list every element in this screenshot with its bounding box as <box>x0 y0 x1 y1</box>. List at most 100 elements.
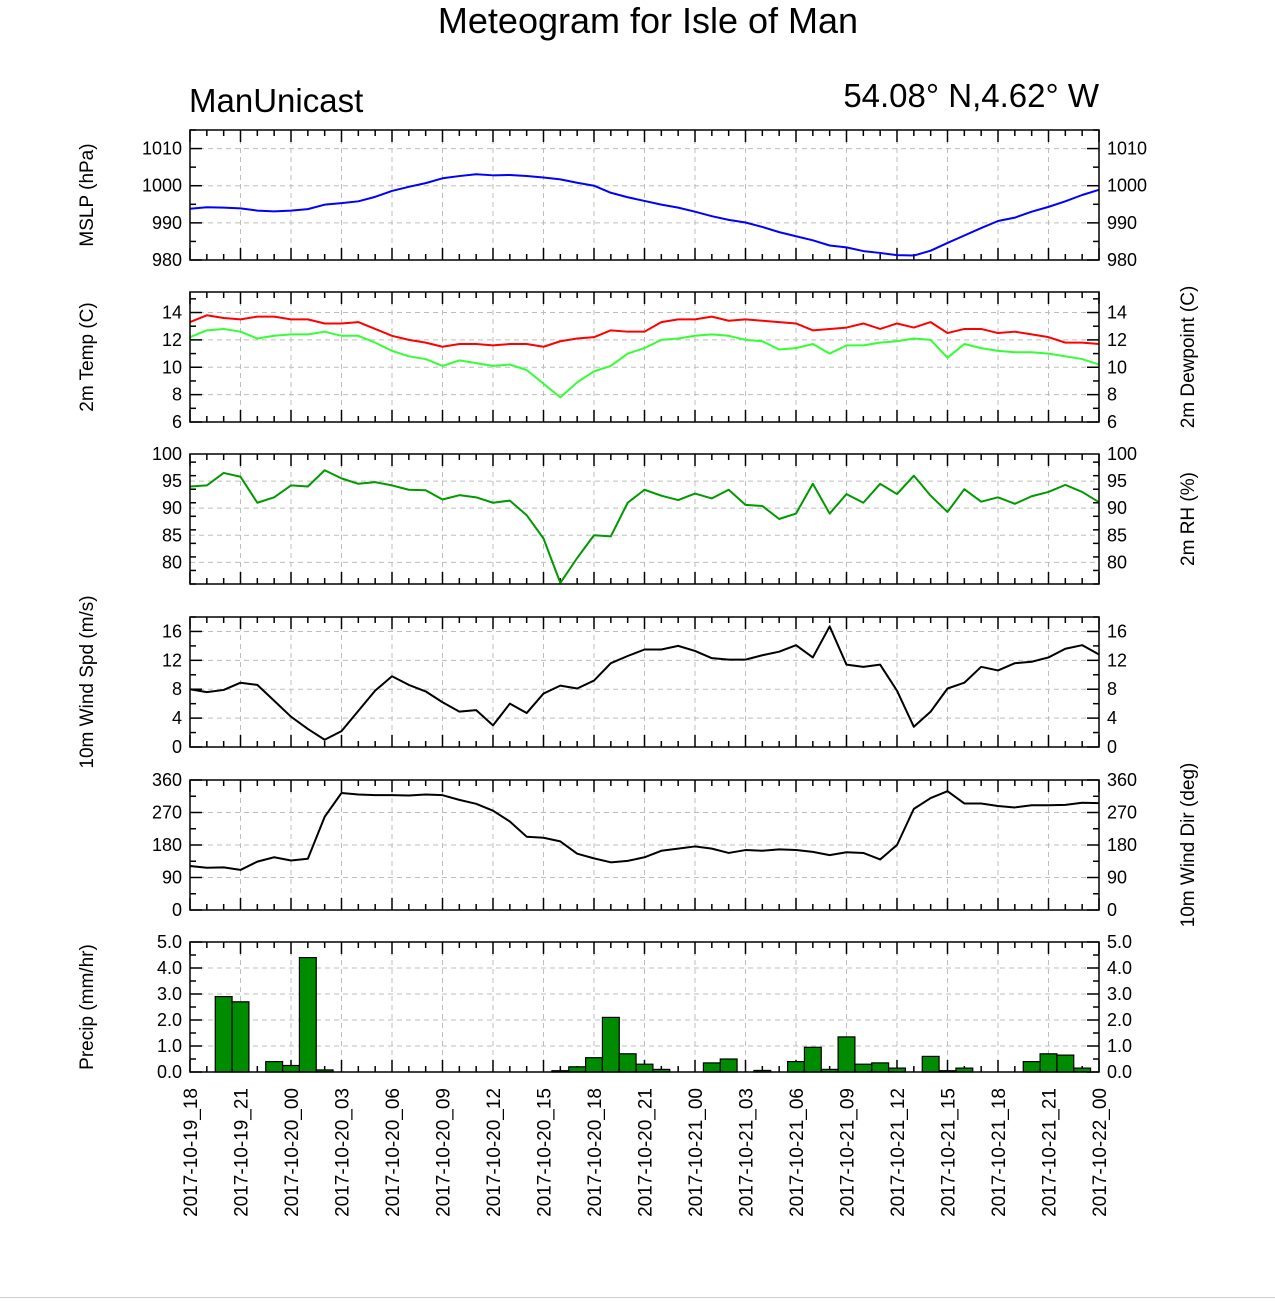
y-tick-label-right: 0 <box>1107 737 1117 757</box>
precip-bar <box>803 1046 822 1073</box>
x-tick-label: 2017-10-21_15 <box>939 1088 960 1217</box>
y-tick-label-right: 270 <box>1107 803 1137 823</box>
y-tick-label-left: 4 <box>172 708 182 728</box>
x-tick-label: 2017-10-20_09 <box>434 1088 455 1217</box>
y-tick-label-left: 6 <box>172 412 182 432</box>
x-tick-label: 2017-10-21_03 <box>737 1088 758 1217</box>
y-tick-label-right: 90 <box>1107 868 1127 888</box>
precip-bar <box>265 1060 284 1073</box>
series-line-rh <box>189 469 1100 584</box>
y-axis-label-right: 10m Wind Dir (deg) <box>1178 763 1199 928</box>
precip-bar <box>702 1062 721 1073</box>
panel-frame <box>189 779 1100 911</box>
page-bottom-rule <box>0 1297 1275 1298</box>
y-tick-label-left: 2.0 <box>157 1010 182 1030</box>
y-tick-label-left: 0.0 <box>157 1062 182 1082</box>
precip-bar <box>584 1057 604 1073</box>
y-axis-label-right: 2m Dewpoint (C) <box>1178 286 1199 429</box>
panel-frame <box>189 453 1100 585</box>
x-tick-label: 2017-10-19_18 <box>181 1088 202 1217</box>
y-tick-label-right: 85 <box>1107 525 1127 545</box>
y-tick-label-right: 1000 <box>1107 176 1147 196</box>
precip-bar <box>635 1063 654 1073</box>
y-tick-label-left: 270 <box>152 803 182 823</box>
series-line-temp <box>189 327 1100 399</box>
x-tick-label: 2017-10-21_06 <box>787 1088 808 1217</box>
series-line-temp <box>189 314 1100 348</box>
precip-bar <box>601 1016 620 1073</box>
x-tick-label: 2017-10-21_21 <box>1040 1088 1061 1217</box>
y-axis-label-right: 2m RH (%) <box>1178 472 1199 566</box>
series-line-wdir <box>189 790 1100 871</box>
y-tick-label-right: 12 <box>1107 650 1127 670</box>
y-tick-label-left: 95 <box>162 471 182 491</box>
precip-bar <box>568 1066 587 1073</box>
precip-bar <box>281 1064 301 1073</box>
y-tick-label-left: 90 <box>162 868 182 888</box>
precip-bar <box>298 956 317 1073</box>
y-tick-label-left: 1.0 <box>157 1036 182 1056</box>
y-tick-label-left: 4.0 <box>157 958 182 978</box>
precip-bar <box>1022 1060 1041 1073</box>
panel-frame <box>189 291 1100 423</box>
x-tick-label: 2017-10-21_09 <box>838 1088 859 1217</box>
y-tick-label-right: 5.0 <box>1107 932 1132 952</box>
precip-bar <box>1039 1053 1058 1073</box>
y-tick-label-left: 3.0 <box>157 984 182 1004</box>
y-tick-label-left: 8 <box>172 385 182 405</box>
y-tick-label-left: 8 <box>172 679 182 699</box>
x-tick-label: 2017-10-20_18 <box>585 1088 606 1217</box>
panel-precip: 0.0 0.0 1.0 1.0 2.0 2.0 3.0 3.0 4.0 4.0 5.0 5.0 Prec… <box>77 932 1132 1082</box>
chart-title: Meteogram for Isle of Man <box>438 0 858 41</box>
precip-bar <box>618 1053 637 1073</box>
x-tick-label: 2017-10-21_12 <box>888 1088 909 1217</box>
y-tick-label-left: 10 <box>162 357 182 377</box>
y-tick-label-left: 1010 <box>142 139 182 159</box>
y-tick-label-right: 100 <box>1107 444 1137 464</box>
y-tick-label-left: 980 <box>152 250 182 270</box>
y-tick-label-right: 6 <box>1107 412 1117 432</box>
y-tick-label-right: 180 <box>1107 835 1137 855</box>
series-line-mslp <box>189 173 1100 257</box>
precip-bar <box>719 1058 738 1073</box>
y-tick-label-left: 85 <box>162 525 182 545</box>
y-tick-label-left: 360 <box>152 770 182 790</box>
y-tick-label-right: 1.0 <box>1107 1036 1132 1056</box>
y-tick-label-right: 980 <box>1107 250 1137 270</box>
y-tick-label-right: 3.0 <box>1107 984 1132 1004</box>
x-tick-label: 2017-10-21_00 <box>686 1088 707 1217</box>
panel-frame <box>189 941 1100 1073</box>
precip-bar <box>837 1036 856 1073</box>
y-tick-label-right: 90 <box>1107 498 1127 518</box>
panel-mslp: 980 980 990 990 1000 1000 1010 1010 MSLP (hPa) <box>77 129 1147 270</box>
y-tick-label-right: 95 <box>1107 471 1127 491</box>
y-tick-label-right: 1010 <box>1107 139 1147 159</box>
x-tick-label: 2017-10-21_18 <box>989 1088 1010 1217</box>
y-tick-label-left: 1000 <box>142 176 182 196</box>
y-tick-label-left: 0 <box>172 900 182 920</box>
precip-bar <box>214 995 233 1073</box>
precip-bar <box>921 1055 940 1073</box>
y-tick-label-right: 16 <box>1107 621 1127 641</box>
y-tick-label-right: 4.0 <box>1107 958 1132 978</box>
panel-wdir: 0 0 90 90 180 180 270 270 360 360 10m Wind Dir (de… <box>152 763 1199 928</box>
y-axis-label-left: MSLP (hPa) <box>77 143 98 246</box>
precip-bar <box>854 1063 873 1073</box>
y-tick-label-left: 180 <box>152 835 182 855</box>
y-tick-label-right: 2.0 <box>1107 1010 1132 1030</box>
x-tick-label: 2017-10-19_21 <box>232 1088 253 1217</box>
y-tick-label-right: 4 <box>1107 708 1117 728</box>
x-tick-label: 2017-10-20_12 <box>484 1088 505 1217</box>
precip-bar <box>871 1062 890 1073</box>
panel-temp: 6 6 8 8 10 10 12 12 14 14 2m Temp (C) 2m Dewpoint (… <box>77 286 1199 432</box>
y-tick-label-right: 12 <box>1107 330 1127 350</box>
y-tick-label-left: 990 <box>152 213 182 233</box>
x-tick-label: 2017-10-20_00 <box>282 1088 303 1217</box>
y-tick-label-left: 14 <box>162 303 182 323</box>
y-tick-label-left: 16 <box>162 621 182 641</box>
precip-bar <box>1056 1054 1075 1073</box>
series-line-wspd <box>189 625 1100 741</box>
y-tick-label-right: 0 <box>1107 900 1117 920</box>
